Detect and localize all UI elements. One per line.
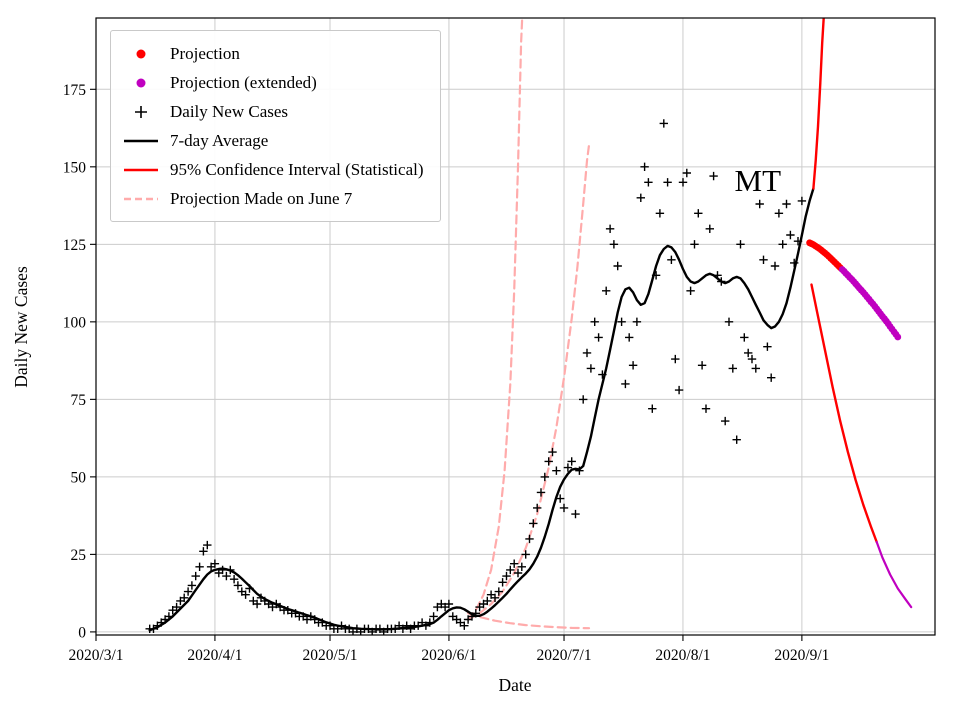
seven-day-average-series (148, 187, 815, 632)
tick-labels: 2020/3/1 2020/4/1 2020/5/1 2020/6/1 2020/7/1… (63, 82, 830, 664)
plus-marker-icon (135, 105, 147, 118)
legend-item-label: Projection Made on June 7 (170, 188, 353, 208)
projection-dots-series (806, 239, 844, 271)
legend-item: Projection Made on June 7 (121, 184, 424, 213)
x-tick-label: 2020/3/1 (68, 647, 123, 664)
y-tick-label: 175 (63, 82, 87, 99)
x-tick-label: 2020/7/1 (536, 647, 591, 664)
x-tick-label: 2020/6/1 (421, 647, 476, 664)
legend-item: Projection (extended) (121, 68, 424, 97)
average-line-icon (124, 139, 158, 142)
ci-upper-red-series (812, 18, 825, 190)
legend-item-label: 95% Confidence Interval (Statistical) (170, 159, 424, 179)
x-tick-label: 2020/4/1 (187, 647, 242, 664)
y-tick-label: 75 (71, 392, 87, 409)
ci-lower-red-series (810, 283, 878, 544)
confidence-interval-line-icon (124, 168, 158, 171)
projection-dot-icon (136, 49, 146, 58)
legend: Projection Projection (extended) Daily New… (110, 30, 441, 222)
june7-projection-dashed-icon (124, 197, 158, 200)
y-tick-label: 100 (63, 314, 87, 331)
y-tick-label: 125 (63, 237, 87, 254)
legend-item: 7-day Average (121, 126, 424, 155)
x-axis-label: Date (498, 675, 531, 695)
x-tick-label: 2020/5/1 (302, 647, 357, 664)
legend-item-label: Projection (extended) (170, 72, 317, 92)
y-tick-label: 25 (71, 547, 87, 564)
june7-ci-upper-series (467, 18, 524, 621)
projection-extended-dot-icon (136, 78, 146, 87)
legend-item: Daily New Cases (121, 97, 424, 126)
y-axis-label: Daily New Cases (11, 266, 31, 388)
legend-item-label: Daily New Cases (170, 101, 289, 121)
plot-area: 2020/3/1 2020/4/1 2020/5/1 2020/6/1 2020/7/1… (63, 17, 936, 664)
axis-ticks (90, 88, 803, 641)
legend-item-label: 7-day Average (170, 130, 269, 150)
ci-lower-extended-series (875, 540, 913, 609)
series-layer (145, 18, 913, 635)
june7-ci-lower-series (467, 612, 591, 630)
legend-item: Projection (121, 39, 424, 68)
y-tick-label: 150 (63, 159, 87, 176)
legend-item-label: Projection (170, 43, 240, 63)
plot-border (95, 17, 936, 636)
state-annotation: MT (735, 163, 782, 198)
x-tick-label: 2020/9/1 (774, 647, 829, 664)
y-tick-label: 50 (71, 469, 87, 486)
june7-projection-series (467, 144, 591, 621)
x-tick-label: 2020/8/1 (655, 647, 710, 664)
projection-extended-dots-series (838, 266, 902, 341)
y-tick-label: 0 (78, 624, 86, 641)
legend-item: 95% Confidence Interval (Statistical) (121, 155, 424, 184)
